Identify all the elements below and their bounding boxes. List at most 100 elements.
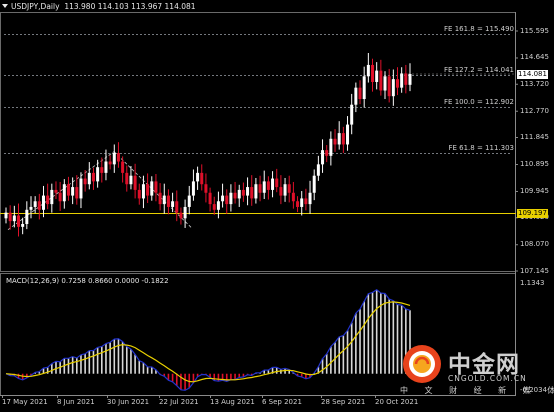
price-tick-label: 109.945 [520,186,549,195]
bull-candle [33,201,37,207]
bull-candle [246,187,250,196]
bull-candle [112,152,116,165]
support-level-line[interactable] [0,73,516,214]
time-tick-label: 22 Jul 2021 [159,398,199,406]
bear-candle [275,178,279,188]
bull-candle [187,195,191,207]
bull-candle [383,76,387,91]
macd-indicator-label: MACD(12,26,9) 0.7258 0.8660 0.0000 -0.18… [6,277,169,285]
bear-candle [37,201,41,210]
bear-candle [133,175,137,190]
bear-candle [291,192,295,202]
bear-candle [75,187,79,199]
bull-candle [254,184,258,199]
bull-candle [183,206,187,219]
bull-candle [237,189,241,199]
current-price-tag: 114.081 [517,69,548,79]
bull-candle [283,184,287,196]
bear-candle [58,192,62,202]
bear-candle [279,187,283,196]
bull-candle [96,167,100,182]
bull-candle [41,195,45,210]
time-tick-label: 8 Jun 2021 [57,398,95,406]
bear-candle [154,181,158,193]
bear-candle [225,195,229,205]
bull-candle [150,181,154,196]
symbol-title: USDJPY,Daily 113.980 114.103 113.967 114… [2,2,196,11]
bull-candle [271,178,275,190]
bear-candle [121,161,125,173]
bull-candle [25,209,29,224]
macd-tick-top: 1.1343 [520,279,545,287]
bear-candle [379,70,383,91]
bear-candle [179,212,183,219]
bear-candle [54,189,58,193]
bear-candle [212,204,216,210]
fibonacci-expansion-lines[interactable] [4,34,512,154]
bull-candle [29,206,33,210]
dropdown-triangle-icon[interactable] [2,4,8,8]
price-tick-label: 110.895 [520,159,549,168]
bull-candle [229,192,233,205]
fib-level-label: FE 100.0 = 112.902 [444,97,514,106]
bull-candle [162,195,166,205]
cngold-logo-icon [403,345,441,383]
bull-candle [316,164,320,176]
watermark-tagline: 中 文 财 经 新 媒 体 [400,386,554,395]
bear-candle [233,192,237,199]
bull-candle [221,195,225,202]
bear-candle [116,152,120,162]
bear-candle [16,215,20,227]
bull-candle [391,79,395,97]
fib-level-label: FE 127.2 = 114.041 [444,65,514,74]
fib-level-label: FE 61.8 = 111.303 [448,143,514,152]
bear-candle [200,172,204,185]
bear-candle [166,195,170,207]
time-tick-label: 30 Jun 2021 [107,398,150,406]
bear-candle [83,178,87,185]
time-tick-label: 13 Aug 2021 [210,398,255,406]
macd-main-line [5,288,411,391]
bear-candle [341,133,345,145]
bear-candle [296,201,300,207]
bear-candle [358,87,362,100]
bear-candle [137,189,141,199]
bull-candle [262,181,266,193]
bull-candle [191,181,195,196]
bull-candle [350,104,354,125]
bear-candle [404,73,408,85]
macd-tick-bottom: -0.2034 [520,386,548,394]
bull-candle [129,175,133,185]
price-tick-label: 113.720 [520,79,549,88]
bull-candle [408,74,412,85]
bear-candle [100,167,104,173]
price-tick-label: 111.845 [520,133,549,141]
bear-candle [396,79,400,88]
price-tick-label: 115.595 [520,26,549,35]
bear-candle [208,192,212,205]
bear-candle [241,189,245,196]
bull-candle [71,187,75,196]
bull-candle [362,76,366,100]
bull-candle [329,138,333,156]
bull-candle [141,184,145,199]
bull-candle [21,223,25,227]
bull-candle [346,124,350,145]
price-tick-label: 114.645 [520,53,549,62]
bear-candle [387,76,391,97]
bear-candle [8,212,12,222]
bull-candle [366,64,370,77]
macd-signal-line [5,301,411,383]
bear-candle [250,187,254,199]
bull-candle [216,201,220,210]
bull-candle [79,178,83,199]
time-tick-label: 17 May 2021 [2,398,48,406]
bull-candle [308,192,312,205]
bear-candle [125,172,129,185]
level-price-tag: 109.197 [517,209,548,218]
bull-candle [171,201,175,207]
candlestick-series [4,53,412,237]
bull-candle [62,184,66,202]
macd-lines [5,288,411,391]
bull-candle [4,212,8,219]
